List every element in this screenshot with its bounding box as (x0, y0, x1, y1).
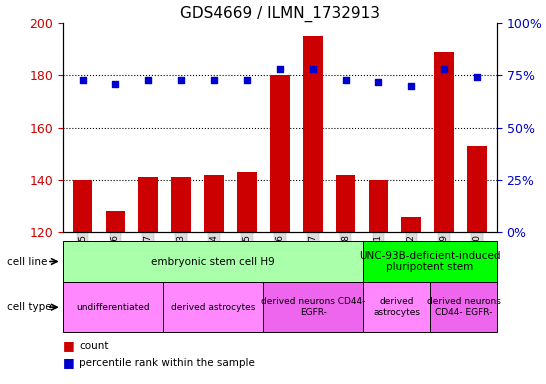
Point (111, 81, 120, 87)
Title: GDS4669 / ILMN_1732913: GDS4669 / ILMN_1732913 (180, 5, 380, 22)
Point (144, 76, 153, 83)
Text: undifferentiated: undifferentiated (76, 303, 150, 312)
Bar (303, 36, 323, 232)
Text: UNC-93B-deficient-induced
pluripotent stem: UNC-93B-deficient-induced pluripotent st… (359, 251, 501, 272)
Bar (369, 180, 388, 232)
Text: embryonic stem cell H9: embryonic stem cell H9 (151, 257, 275, 266)
Text: derived astrocytes: derived astrocytes (171, 303, 255, 312)
Bar (435, 52, 454, 232)
Point (78, 76, 87, 83)
Text: ■: ■ (63, 339, 75, 352)
Point (242, 76, 251, 83)
Bar (204, 175, 224, 232)
Text: ■: ■ (63, 356, 75, 369)
Bar (401, 217, 421, 232)
Bar (263, 282, 363, 332)
Point (308, 66, 317, 72)
Bar (63, 241, 363, 282)
Point (210, 76, 218, 83)
Bar (139, 177, 158, 232)
Point (177, 76, 186, 83)
Text: derived neurons CD44-
EGFR-: derived neurons CD44- EGFR- (261, 298, 365, 317)
Bar (363, 241, 497, 282)
Text: cell type: cell type (7, 302, 51, 312)
Bar (63, 282, 163, 332)
Bar (467, 146, 487, 232)
Bar (237, 172, 257, 232)
Point (341, 76, 350, 83)
Bar (73, 180, 92, 232)
Point (473, 74, 482, 81)
Bar (430, 282, 497, 332)
Bar (171, 177, 191, 232)
Point (374, 79, 383, 85)
Bar (270, 75, 290, 232)
Bar (105, 211, 125, 232)
Point (407, 83, 416, 89)
Text: cell line: cell line (7, 257, 47, 266)
Text: percentile rank within the sample: percentile rank within the sample (79, 358, 255, 368)
Bar (336, 175, 355, 232)
Text: count: count (79, 341, 109, 351)
Text: derived
astrocytes: derived astrocytes (373, 298, 420, 317)
Bar (163, 282, 263, 332)
Point (276, 66, 284, 72)
Bar (363, 282, 430, 332)
Point (440, 66, 449, 72)
Text: derived neurons
CD44- EGFR-: derived neurons CD44- EGFR- (426, 298, 500, 317)
